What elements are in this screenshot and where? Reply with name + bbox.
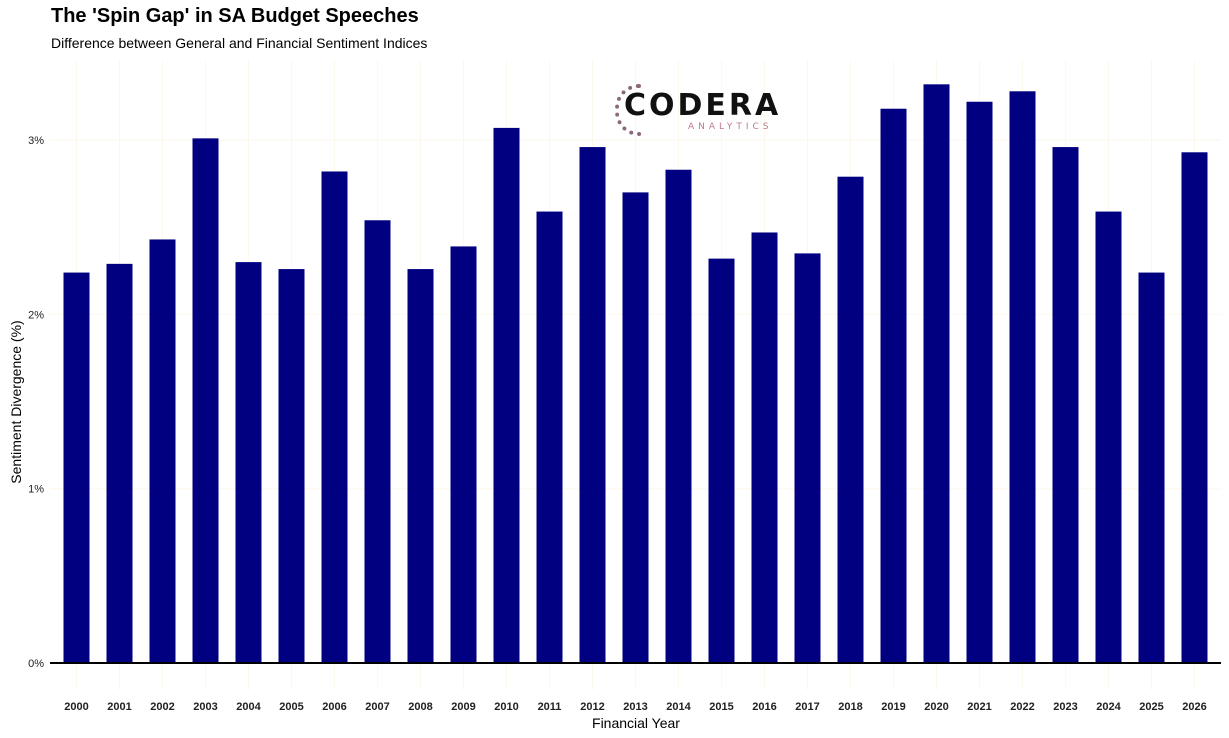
bar-2003 xyxy=(192,138,219,663)
bar-2012 xyxy=(579,147,606,663)
bar-2000 xyxy=(63,272,90,663)
x-tick-label: 2000 xyxy=(64,701,88,713)
x-tick-label: 2008 xyxy=(408,701,432,713)
x-tick-label: 2015 xyxy=(709,701,733,713)
bar-2014 xyxy=(665,169,692,663)
x-tick-label: 2006 xyxy=(322,701,346,713)
bar-2021 xyxy=(966,101,993,663)
bar-2010 xyxy=(493,127,520,664)
y-tick-label: 3% xyxy=(28,135,44,147)
x-tick-label: 2016 xyxy=(752,701,776,713)
x-tick-label: 2021 xyxy=(967,701,991,713)
x-axis-label: Financial Year xyxy=(592,715,680,731)
y-axis-ticks: 0% 1% 2% 3% xyxy=(28,135,44,670)
chart-subtitle: Difference between General and Financial… xyxy=(51,35,428,51)
bar-2026 xyxy=(1181,152,1208,663)
bar-2001 xyxy=(106,263,133,663)
logo-tagline: ANALYTICS xyxy=(688,122,773,132)
bar-2015 xyxy=(708,258,735,663)
logo-text: CODERA xyxy=(624,88,782,123)
bar-2004 xyxy=(235,262,262,663)
x-tick-label: 2004 xyxy=(236,701,261,713)
bar-2024 xyxy=(1095,211,1122,664)
y-tick-label: 0% xyxy=(28,658,44,670)
x-tick-label: 2002 xyxy=(150,701,174,713)
x-tick-label: 2001 xyxy=(107,701,131,713)
bar-2006 xyxy=(321,171,348,663)
x-axis-ticks: 2000 2001 2002 2003 2004 2005 2006 2007 2008 2009… xyxy=(64,701,1206,713)
bar-2005 xyxy=(278,269,305,663)
y-tick-label: 2% xyxy=(28,309,44,321)
x-tick-label: 2011 xyxy=(538,701,562,713)
x-tick-label: 2025 xyxy=(1139,701,1163,713)
bar-2023 xyxy=(1052,147,1079,663)
x-tick-label: 2019 xyxy=(881,701,905,713)
codera-logo: CODERA ANALYTICS xyxy=(612,80,778,136)
bar-2008 xyxy=(407,269,434,663)
bar-2016 xyxy=(751,232,778,663)
y-axis-label: Sentiment Divergence (%) xyxy=(8,320,24,483)
x-tick-label: 2014 xyxy=(666,701,691,713)
x-tick-label: 2010 xyxy=(494,701,518,713)
bar-2019 xyxy=(880,108,907,663)
x-tick-label: 2003 xyxy=(193,701,217,713)
bar-2007 xyxy=(364,220,391,663)
x-tick-label: 2024 xyxy=(1096,701,1121,713)
bar-2013 xyxy=(622,192,649,663)
x-tick-label: 2012 xyxy=(580,701,604,713)
x-tick-label: 2009 xyxy=(451,701,475,713)
x-tick-label: 2022 xyxy=(1010,701,1034,713)
chart-title: The 'Spin Gap' in SA Budget Speeches xyxy=(51,5,419,27)
bar-2002 xyxy=(149,239,176,664)
x-tick-label: 2020 xyxy=(924,701,948,713)
logo-swirl-icon xyxy=(615,84,643,136)
bar-2022 xyxy=(1009,91,1036,663)
x-tick-label: 2018 xyxy=(838,701,862,713)
x-tick-label: 2023 xyxy=(1053,701,1077,713)
bar-2025 xyxy=(1138,272,1165,663)
bar-2020 xyxy=(923,84,950,664)
bar-2011 xyxy=(536,211,563,664)
x-tick-label: 2017 xyxy=(795,701,819,713)
bar-2009 xyxy=(450,246,477,663)
bars xyxy=(63,84,1208,664)
x-tick-label: 2013 xyxy=(623,701,647,713)
bar-2017 xyxy=(794,253,821,663)
x-tick-label: 2007 xyxy=(365,701,389,713)
bar-2018 xyxy=(837,176,864,663)
x-tick-label: 2026 xyxy=(1182,701,1206,713)
y-tick-label: 1% xyxy=(28,484,44,496)
x-tick-label: 2005 xyxy=(279,701,303,713)
